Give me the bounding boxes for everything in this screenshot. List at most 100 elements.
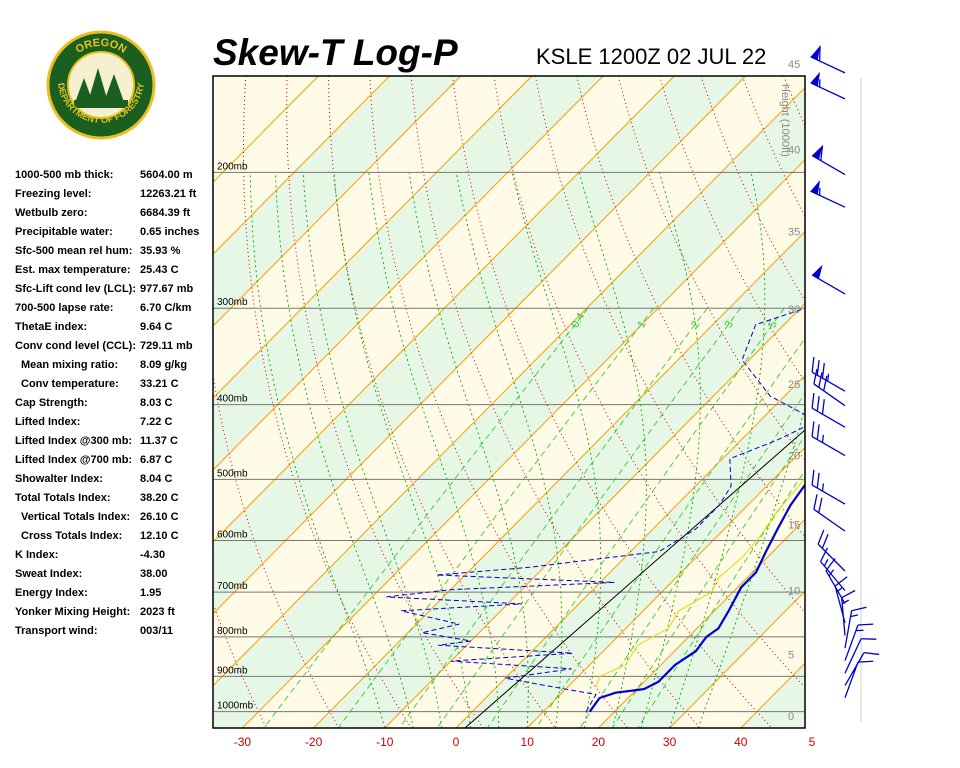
- isotherm-line: [669, 590, 805, 728]
- index-row: Precipitable water: 0.65 inches: [15, 226, 215, 245]
- station-time-label: KSLE 1200Z 02 JUL 22: [536, 44, 767, 69]
- moist-adiabat-line: [368, 172, 500, 728]
- moist-adiabat-line: [511, 172, 602, 728]
- wind-barb: [844, 606, 867, 649]
- dry-adiabat-line: [783, 76, 805, 127]
- temperature-band: [883, 76, 960, 728]
- index-row: Transport wind: 003/11: [15, 625, 215, 644]
- index-label: Lifted Index @700 mb:: [15, 454, 133, 466]
- pressure-label: 900mb: [217, 665, 248, 676]
- temperature-tick-label: 5: [809, 735, 816, 749]
- moist-adiabat-line: [302, 172, 443, 728]
- index-row: ThetaE index: 9.64 C: [15, 321, 215, 340]
- index-label: 1000-500 mb thick:: [15, 169, 114, 181]
- index-label: Sfc-Lift cond lev (LCL):: [15, 283, 136, 295]
- wind-barb: [811, 393, 846, 428]
- index-row: Yonker Mixing Height: 2023 ft: [15, 606, 215, 625]
- index-value: 26.10 C: [140, 511, 179, 523]
- parcel-wetbulb-profile-line: [595, 476, 805, 688]
- wind-barb: [844, 660, 874, 699]
- index-row: Lifted Index: 7.22 C: [15, 416, 215, 435]
- index-label: Mean mixing ratio:: [21, 359, 119, 371]
- mixing-ratio-line: [579, 392, 805, 728]
- mixing-ratio-line: [535, 337, 805, 728]
- isotherm-line: [242, 159, 805, 728]
- temperature-tick-label: 0: [453, 735, 460, 749]
- index-label: Yonker Mixing Height:: [15, 606, 131, 618]
- index-label: Sfc-500 mean rel hum:: [15, 245, 133, 257]
- index-row: Est. max temperature: 25.43 C: [15, 264, 215, 283]
- stability-indices-panel: 1000-500 mb thick: 5604.00 m Freezing leve…: [15, 169, 215, 644]
- pressure-label: 300mb: [217, 297, 248, 308]
- wind-barb: [810, 45, 846, 74]
- index-label: Vertical Totals Index:: [21, 511, 131, 523]
- index-row: 1000-500 mb thick: 5604.00 m: [15, 169, 215, 188]
- isotherm-line: [384, 302, 805, 728]
- index-label: Precipitable water:: [15, 226, 113, 238]
- index-label: Est. max temperature:: [15, 264, 131, 276]
- index-value: 9.64 C: [140, 321, 173, 333]
- pressure-label: 700mb: [217, 581, 248, 592]
- dry-adiabat-line: [949, 76, 960, 728]
- index-label: Showalter Index:: [15, 473, 104, 485]
- index-row: Energy Index: 1.95: [15, 587, 215, 606]
- index-value: 2023 ft: [140, 606, 175, 618]
- index-value: 6684.39 ft: [140, 207, 191, 219]
- height-tick-label: 45: [788, 59, 800, 71]
- isotherm-line: [455, 374, 805, 728]
- index-label: Conv cond level (CCL):: [15, 340, 137, 352]
- dry-adiabat-line: [867, 76, 960, 728]
- index-label: Energy Index:: [15, 587, 88, 599]
- wind-barb: [811, 421, 846, 457]
- pressure-label: 1000mb: [217, 701, 254, 712]
- isotherm-line: [313, 230, 805, 728]
- pressure-label: 600mb: [217, 529, 248, 540]
- isotherm-line: [213, 76, 462, 327]
- wind-barb: [844, 638, 877, 674]
- height-tick-label: 35: [788, 226, 800, 238]
- isotherm-line: [213, 76, 604, 471]
- pressure-label: 800mb: [217, 626, 248, 637]
- index-value: 6.70 C/km: [140, 302, 192, 314]
- index-label: Cross Totals Index:: [21, 530, 123, 542]
- temperature-tick-label: 20: [592, 735, 606, 749]
- index-value: 8.03 C: [140, 397, 173, 409]
- index-value: -4.30: [140, 549, 166, 561]
- index-row: Lifted Index @700 mb: 6.87 C: [15, 454, 215, 473]
- wind-barb: [844, 651, 880, 686]
- index-label: Wetbulb zero:: [15, 207, 88, 219]
- temperature-band: [213, 87, 805, 728]
- moist-adiabat-line: [697, 406, 805, 728]
- plot-area: 0.4 1 2 3 5: [213, 76, 960, 728]
- index-label: Total Totals Index:: [15, 492, 111, 504]
- index-value: 33.21 C: [140, 378, 179, 390]
- height-tick-label: 15: [788, 519, 800, 531]
- temperature-tick-label: 30: [663, 735, 677, 749]
- moist-adiabat-line: [669, 172, 766, 728]
- mixing-ratio-label: 3: [723, 319, 736, 330]
- wind-barb: [813, 368, 846, 407]
- oregon-department-of-forestry-logo: OREGON DEPARTMENT OF FORESTRY: [46, 30, 156, 140]
- reference-line: [464, 429, 805, 728]
- index-label: Sweat Index:: [15, 568, 83, 580]
- index-row: Conv cond level (CCL): 729.11 mb: [15, 340, 215, 359]
- isotherm-line: [213, 76, 390, 255]
- index-label: 700-500 lapse rate:: [15, 302, 114, 314]
- moist-adiabat-line: [249, 172, 386, 728]
- temperature-tick-label: 40: [734, 735, 748, 749]
- index-label: Conv temperature:: [21, 378, 119, 390]
- index-value: 11.37 C: [140, 435, 178, 447]
- height-tick-label: 25: [788, 379, 800, 391]
- moist-adiabat-line: [640, 172, 701, 728]
- svg-text:OREGON: OREGON: [74, 37, 129, 56]
- dry-adiabat-line: [908, 76, 960, 728]
- index-value: 38.00: [140, 568, 168, 580]
- isotherm-line: [598, 518, 805, 728]
- index-value: 0.65 inches: [140, 226, 200, 238]
- index-value: 12.10 C: [140, 530, 179, 542]
- wind-barb: [813, 494, 846, 532]
- mixing-ratio-label: 2: [689, 319, 702, 330]
- index-row: Conv temperature: 33.21 C: [15, 378, 215, 397]
- index-value: 38.20 C: [140, 492, 179, 504]
